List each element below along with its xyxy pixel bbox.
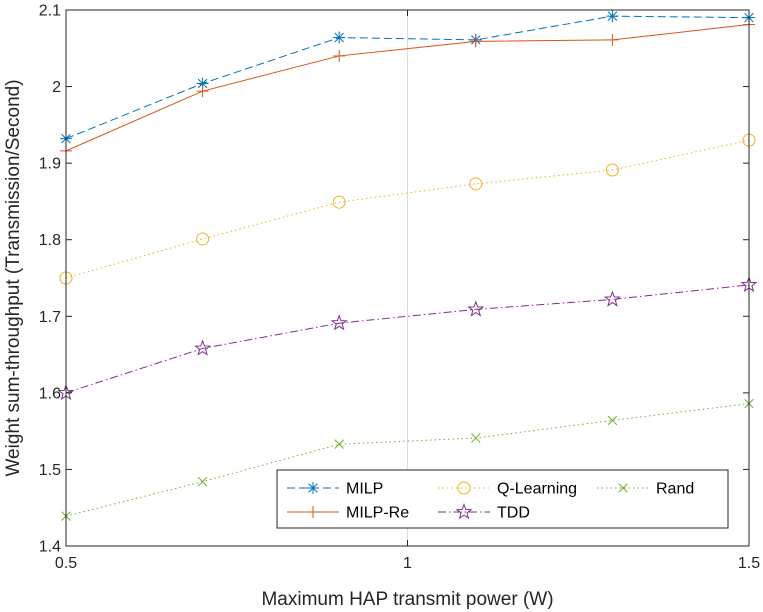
x-tick-label-1: 1 — [403, 555, 412, 572]
y-tick-label-3: 1.7 — [39, 309, 61, 326]
legend-item-tdd: TDD — [438, 503, 530, 522]
series-line-tdd — [65, 284, 750, 394]
series-line-milp — [65, 15, 750, 140]
legend-item-milp-re: MILP-Re — [287, 505, 409, 522]
legend-marker-milp — [307, 482, 319, 494]
legend-label-q-learning: Q-Learning — [497, 481, 577, 498]
point-tdd-1 — [194, 339, 212, 356]
legend-item-q-learning: Q-Learning — [438, 481, 577, 498]
point-tdd-4 — [603, 290, 621, 307]
point-q-learning-2 — [332, 195, 346, 209]
legend-label-tdd: TDD — [497, 505, 530, 522]
y-tick-label-0: 1.4 — [39, 539, 61, 556]
legend-marker-q-learning — [457, 481, 471, 495]
y-tick-label-6: 2 — [52, 79, 61, 96]
tick-labels: 0.5 1 1.5 1.4 1.5 1.6 1.7 1.8 1.9 2 2.1 — [39, 3, 760, 573]
point-milp-2 — [333, 31, 346, 44]
x-axis-label: Maximum HAP transmit power (W) — [261, 589, 553, 610]
point-tdd-2 — [330, 314, 348, 331]
y-tick-label-4: 1.8 — [39, 232, 61, 249]
point-milp-re-1 — [196, 85, 209, 98]
legend-item-rand: Rand — [597, 481, 694, 498]
legend-marker-tdd — [455, 503, 473, 520]
x-tick-label-0: 0.5 — [55, 555, 77, 572]
series-layer — [57, 10, 758, 521]
legend-marker-milp-re — [307, 506, 319, 518]
point-milp-re-3 — [469, 35, 482, 48]
point-milp-4 — [606, 10, 619, 23]
legend-item-milp: MILP — [287, 481, 383, 498]
point-rand-3 — [471, 433, 481, 443]
legend-marker-rand — [618, 483, 628, 493]
point-rand-2 — [334, 439, 344, 449]
y-tick-label-7: 2.1 — [39, 3, 61, 20]
point-rand-4 — [607, 415, 618, 426]
point-rand-1 — [197, 476, 208, 487]
y-axis-label: Weight sum-throughput (Transmission/Seco… — [3, 79, 24, 476]
series-line-rand — [65, 403, 750, 517]
ticks — [65, 9, 750, 547]
y-tick-label-1: 1.5 — [39, 462, 61, 479]
series-line-q-learning — [65, 139, 750, 279]
legend: MILP MILP-Re Q-Learning TDD Rand — [276, 469, 729, 529]
y-tick-label-5: 1.9 — [39, 156, 61, 173]
point-milp-re-4 — [606, 33, 619, 46]
legend-label-milp: MILP — [346, 481, 383, 498]
legend-label-rand: Rand — [656, 481, 694, 498]
series-line-milp-re — [65, 24, 750, 152]
point-q-learning-3 — [469, 177, 483, 191]
x-tick-label-2: 1.5 — [738, 555, 760, 572]
point-milp-re-2 — [333, 49, 346, 62]
point-q-learning-1 — [196, 232, 210, 246]
point-tdd-3 — [467, 300, 485, 317]
point-q-learning-4 — [605, 163, 619, 177]
legend-box — [276, 469, 729, 529]
point-milp-1 — [196, 77, 209, 90]
y-tick-label-2: 1.6 — [39, 385, 61, 402]
legend-label-milp-re: MILP-Re — [346, 505, 409, 522]
